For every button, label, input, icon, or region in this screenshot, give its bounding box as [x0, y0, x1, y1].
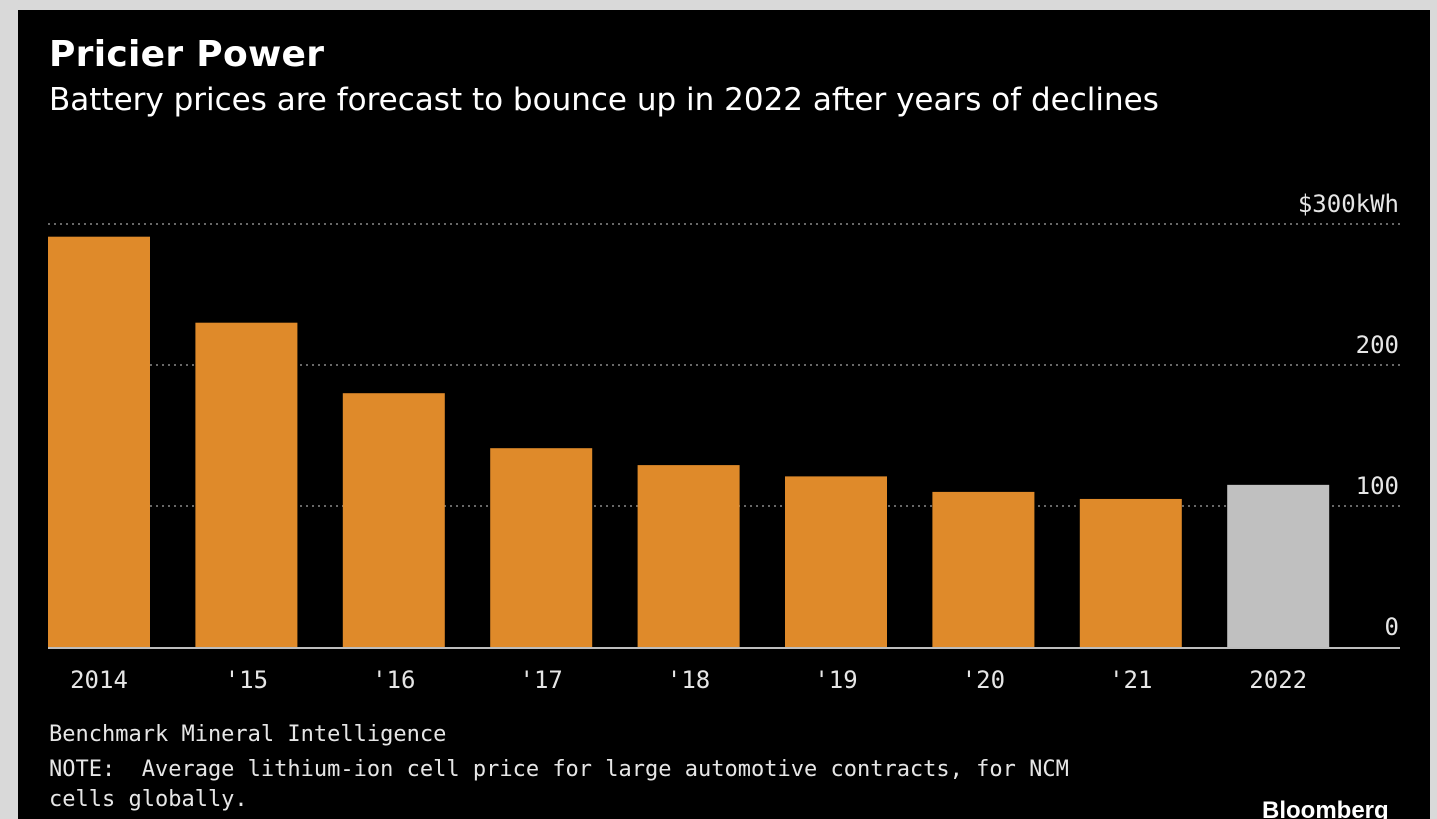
bar-2014 [48, 236, 150, 647]
bar-2022 [1227, 484, 1330, 647]
y-tick-label: 200 [1356, 331, 1399, 359]
bar-20 [932, 491, 1035, 647]
note-text: NOTE: Average lithium-ion cell price for… [49, 757, 1083, 812]
bar-16 [342, 393, 445, 647]
bar-21 [1079, 498, 1182, 647]
x-tick-label: '20 [962, 666, 1005, 694]
y-tick-label: $300kWh [1298, 190, 1399, 218]
x-tick-label: 2022 [1249, 666, 1307, 694]
bar-15 [195, 322, 298, 647]
chart-subtitle: Battery prices are forecast to bounce up… [49, 82, 1159, 118]
y-tick-label: 100 [1356, 472, 1399, 500]
bloomberg-logo: Bloomberg [1262, 797, 1389, 819]
y-tick-label: 0 [1385, 613, 1399, 641]
bar-chart: 0 100 200 $300kWh 2014 '15 '16 '17 '18 '19 '20 '21 2… [48, 190, 1400, 694]
x-tick-label: '21 [1109, 666, 1152, 694]
bar-18 [637, 465, 740, 647]
x-tick-label: '16 [372, 666, 415, 694]
x-tick-label: 2014 [70, 666, 128, 694]
source-text: Benchmark Mineral Intelligence [49, 722, 447, 747]
x-tick-label: '17 [520, 666, 563, 694]
bar-19 [785, 476, 887, 647]
chart-frame: Pricier Power Battery prices are forecas… [18, 10, 1430, 819]
x-tick-label: '19 [814, 666, 857, 694]
bar-17 [490, 448, 593, 647]
chart-title: Pricier Power [49, 34, 325, 75]
x-tick-label: '15 [225, 666, 268, 694]
x-tick-label: '18 [667, 666, 710, 694]
